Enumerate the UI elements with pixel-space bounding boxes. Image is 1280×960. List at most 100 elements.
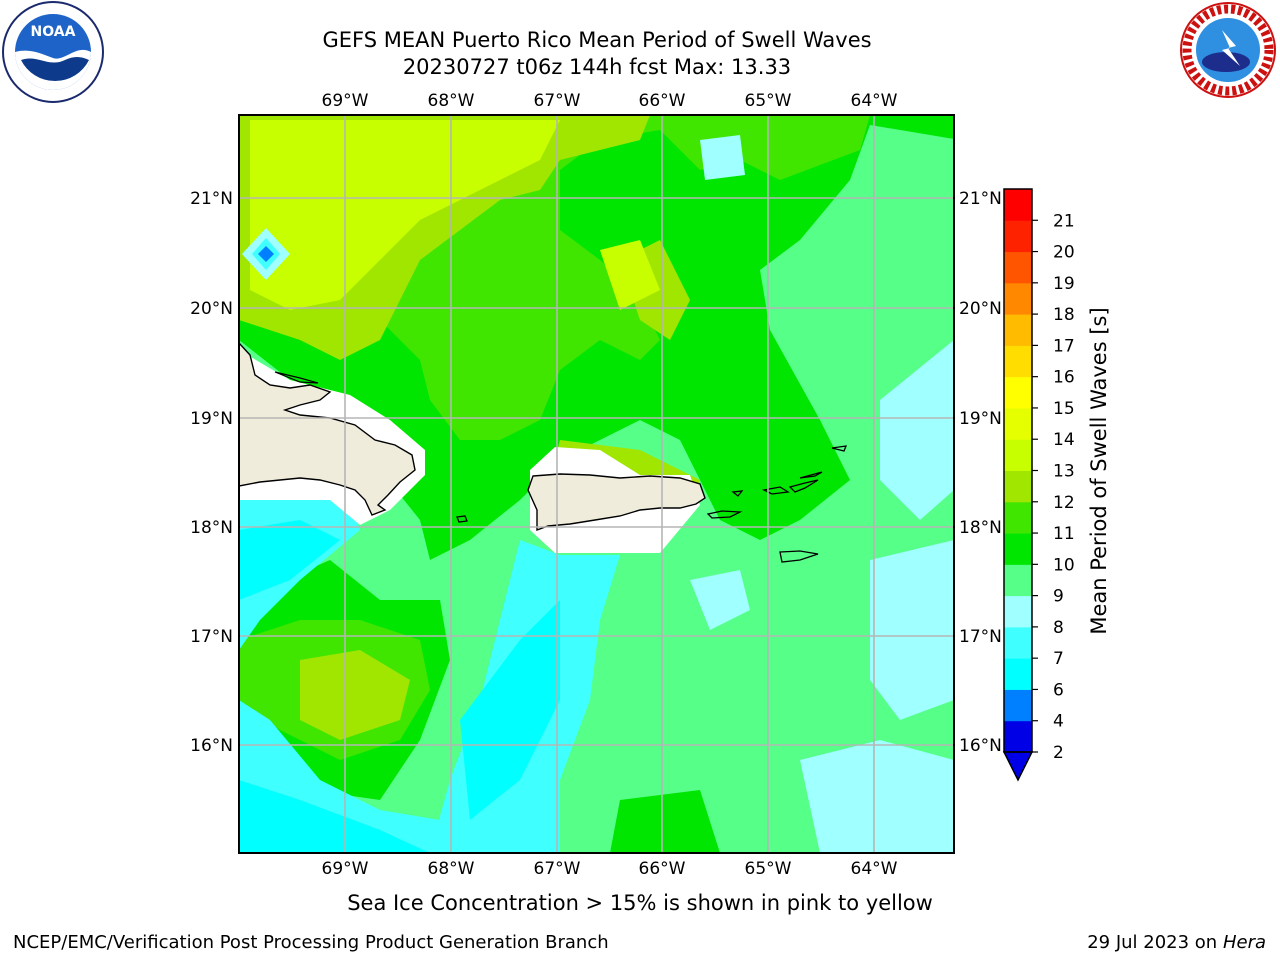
spot-inner (258, 246, 274, 262)
lon-label-top: 64°W (851, 91, 898, 111)
colorbar-segment (1004, 626, 1032, 659)
colorbar-label: Mean Period of Swell Waves [s] (1087, 307, 1111, 634)
lat-label-left: 19°N (190, 409, 233, 429)
st-thomas-island (761, 486, 790, 495)
colorbar-tick-label: 19 (1053, 274, 1075, 294)
st-croix-island (779, 550, 819, 563)
colorbar-tick-label: 7 (1053, 649, 1064, 669)
colorbar-tick-label: 10 (1053, 555, 1075, 575)
lon-label-bottom: 69°W (322, 859, 369, 879)
lat-label-right: 20°N (959, 299, 1002, 319)
colorbar-tick-label: 13 (1053, 462, 1075, 482)
colorbar-segment (1004, 251, 1032, 284)
lat-label-right: 19°N (959, 409, 1002, 429)
lat-labels-right: 21°N 20°N 19°N 18°N 17°N 16°N (959, 189, 1002, 756)
lat-label-right: 17°N (959, 627, 1002, 647)
nws-logo (1180, 2, 1276, 98)
map-title: GEFS MEAN Puerto Rico Mean Period of Swe… (322, 28, 872, 52)
field-13-14 (250, 120, 560, 310)
colorbar-segment (1004, 470, 1032, 503)
colorbar-tick-label: 15 (1053, 399, 1075, 419)
colorbar-tick-label: 9 (1053, 587, 1064, 607)
puerto-rico-land (527, 473, 706, 531)
field-8-9-southeast (870, 540, 954, 720)
sea-ice-caption: Sea Ice Concentration > 15% is shown in … (347, 891, 933, 915)
colorbar-segment (1004, 689, 1032, 722)
colorbar-segment (1004, 595, 1032, 628)
lon-label-top: 65°W (745, 91, 792, 111)
map-frame (238, 114, 955, 854)
lat-label-right: 18°N (959, 518, 1002, 538)
colorbar-tick-label: 21 (1053, 211, 1075, 231)
field-8-9-patch (690, 570, 750, 630)
lon-label-top: 67°W (534, 91, 581, 111)
mona-island (456, 515, 468, 523)
colorbar-segment (1004, 314, 1032, 346)
lon-label-bottom: 68°W (428, 859, 475, 879)
lat-label-right: 16°N (959, 736, 1002, 756)
field-8-9-east (880, 340, 954, 520)
colorbar-tick-label: 2 (1053, 743, 1064, 763)
colorbar-segment (1004, 501, 1032, 534)
culebra-island (731, 490, 744, 497)
colorbar-segment (1004, 658, 1032, 690)
noaa-logo-text: NOAA (31, 24, 76, 40)
vieques-island (706, 510, 743, 519)
field-13-14-mid (600, 240, 660, 310)
lon-label-bottom: 67°W (534, 859, 581, 879)
map-subtitle: 20230727 t06z 144h fcst Max: 13.33 (402, 55, 792, 79)
colorbar-tick-label: 14 (1053, 430, 1075, 450)
branch-credit: NCEP/EMC/Verification Post Processing Pr… (13, 932, 609, 953)
colorbar-tick-label: 17 (1053, 336, 1075, 356)
colorbar-segment (1004, 407, 1032, 440)
colorbar-segment (1004, 720, 1032, 753)
lon-label-bottom: 65°W (745, 859, 792, 879)
lat-label-right: 21°N (959, 189, 1002, 209)
field-6-7-west (239, 520, 340, 600)
colorbar-segment (1004, 564, 1032, 597)
lat-label-left: 21°N (190, 189, 233, 209)
field-6-7-channel (460, 600, 560, 820)
colorbar-tick-label: 18 (1053, 305, 1075, 325)
field-6-7-southwest (239, 780, 430, 853)
colorbar-tick-label: 8 (1053, 618, 1064, 638)
colorbar-tick-label: 11 (1053, 524, 1075, 544)
lat-label-left: 17°N (190, 627, 233, 647)
colorbar-extend-arrow (1002, 751, 1034, 782)
colorbar-tick-label: 6 (1053, 680, 1064, 700)
colorbar-segment (1004, 376, 1032, 409)
colorbar-tick-label: 4 (1053, 712, 1064, 732)
colorbar-tick-label: 12 (1053, 493, 1075, 513)
noaa-logo: NOAA (2, 1, 104, 103)
lat-label-left: 18°N (190, 518, 233, 538)
machine-name: Hera (1222, 932, 1266, 953)
lat-label-left: 20°N (190, 299, 233, 319)
north-coast-cay (274, 371, 319, 384)
field-8-9-north-patch (700, 135, 745, 180)
field-8-9-far-southeast (800, 740, 954, 853)
lon-labels-top: 69°W 68°W 67°W 66°W 65°W 64°W (322, 91, 898, 111)
hispaniola-land (239, 341, 416, 516)
colorbar-tick-label: 16 (1053, 368, 1075, 388)
lon-label-top: 68°W (428, 91, 475, 111)
lat-labels-left: 21°N 20°N 19°N 18°N 17°N 16°N (190, 189, 233, 756)
lon-labels-bottom: 69°W 68°W 67°W 66°W 65°W 64°W (322, 859, 898, 879)
colorbar-tick-label: 20 (1053, 243, 1075, 263)
lat-label-left: 16°N (190, 736, 233, 756)
field-10-11-southeast (610, 790, 720, 853)
colorbar-segment (1004, 220, 1032, 253)
colorbar-segment (1004, 439, 1032, 471)
lon-label-top: 66°W (639, 91, 686, 111)
anegada-island (831, 445, 848, 452)
st-john-island (788, 479, 819, 493)
lon-label-bottom: 66°W (639, 859, 686, 879)
graticule (239, 115, 954, 853)
tortola-island (799, 471, 823, 479)
colorbar-segment (1004, 345, 1032, 378)
colorbar: 2 4 6 7 8 9 10 11 12 13 14 15 16 17 18 19 20 21 (1002, 188, 1075, 782)
colorbar-segment (1004, 282, 1032, 315)
lon-label-top: 69°W (322, 91, 369, 111)
lon-label-bottom: 64°W (851, 859, 898, 879)
field-12-13-south (300, 650, 410, 740)
